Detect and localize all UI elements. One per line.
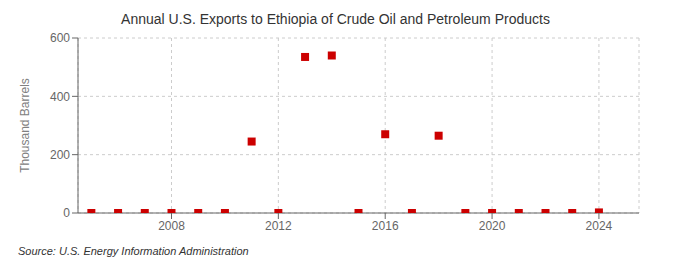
- svg-text:2024: 2024: [586, 219, 613, 233]
- svg-text:0: 0: [63, 206, 70, 220]
- html-text:Source: U.S. Energy Informatio: Source: U.S. Energy Information Administ…: [18, 245, 249, 257]
- svg-text:2008: 2008: [158, 219, 185, 233]
- svg-text:200: 200: [50, 148, 70, 162]
- svg-text:600: 600: [50, 31, 70, 45]
- html-text:Annual U.S. Exports to Ethiopi: Annual U.S. Exports to Ethiopia of Crude…: [121, 11, 550, 27]
- svg-text:2016: 2016: [372, 219, 399, 233]
- svg-text:Thousand Barrels: Thousand Barrels: [18, 78, 32, 173]
- svg-text:2012: 2012: [265, 219, 292, 233]
- svg-text:2020: 2020: [479, 219, 506, 233]
- svg-text:400: 400: [50, 90, 70, 104]
